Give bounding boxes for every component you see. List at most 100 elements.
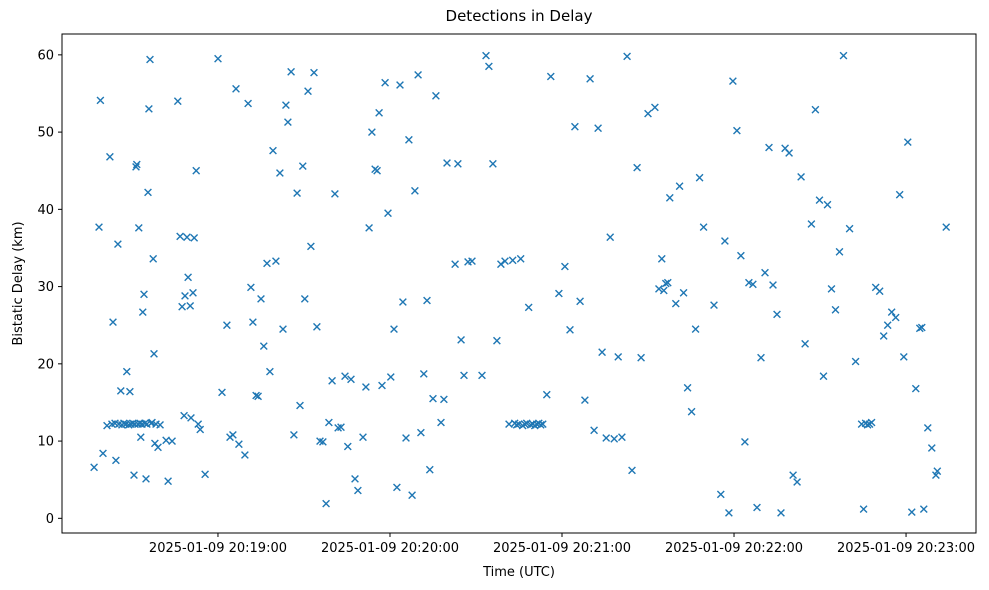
scatter-point	[122, 367, 131, 376]
plot-border	[61, 33, 977, 534]
scatter-point	[663, 278, 672, 287]
scatter-point	[313, 322, 321, 331]
scatter-point	[679, 288, 688, 297]
scatter-point	[173, 97, 182, 106]
scatter-point	[571, 122, 579, 131]
scatter-point	[721, 237, 729, 245]
scatter-point	[602, 434, 611, 442]
scatter-point	[417, 428, 425, 437]
scatter-point	[331, 190, 339, 198]
scatter-point	[661, 279, 670, 288]
scatter-point	[695, 173, 704, 182]
scatter-point	[140, 290, 148, 299]
scatter-point	[134, 224, 143, 232]
scatter-point	[214, 54, 222, 63]
scatter-point	[148, 418, 156, 427]
scatter-point	[699, 223, 708, 231]
scatter-point	[429, 394, 437, 403]
scatter-point	[319, 438, 327, 446]
scatter-point	[687, 407, 696, 416]
scatter-point	[725, 509, 733, 517]
scatter-point	[522, 419, 531, 428]
scatter-point	[201, 470, 209, 479]
scatter-point	[729, 77, 737, 85]
scatter-points	[90, 51, 951, 517]
scatter-point	[610, 434, 619, 443]
scatter-point	[777, 509, 785, 517]
scatter-point	[96, 96, 105, 105]
scatter-point	[716, 490, 725, 499]
scatter-point	[425, 465, 434, 474]
scatter-point	[145, 105, 153, 113]
scatter-point	[887, 308, 896, 316]
scatter-point	[103, 421, 111, 430]
scatter-point	[423, 296, 431, 305]
scatter-point	[156, 421, 164, 429]
x-tick-label: 2025-01-09 20:23:00	[837, 541, 975, 556]
scatter-point	[232, 84, 240, 93]
scatter-point	[141, 419, 149, 428]
scatter-point	[590, 426, 598, 435]
y-tick-label: 50	[37, 126, 54, 141]
scatter-point	[229, 431, 237, 439]
scatter-point	[628, 466, 636, 475]
scatter-point	[138, 308, 147, 316]
scatter-point	[637, 353, 645, 362]
scatter-point	[247, 283, 255, 292]
scatter-point	[393, 483, 401, 492]
scatter-point	[164, 477, 172, 486]
scatter-point	[797, 173, 805, 181]
scatter-point	[257, 295, 265, 303]
scatter-point	[168, 437, 176, 445]
scatter-point	[146, 55, 154, 64]
scatter-point	[192, 166, 201, 175]
scatter-point	[769, 281, 777, 289]
scatter-point	[375, 108, 383, 117]
scatter-point	[126, 387, 134, 396]
scatter-point	[132, 163, 140, 171]
scatter-point	[927, 444, 936, 452]
scatter-point	[432, 91, 440, 100]
scatter-point	[106, 152, 114, 161]
scatter-point	[144, 188, 152, 197]
scatter-point	[508, 256, 517, 265]
scatter-point	[675, 182, 684, 191]
scatter-point	[116, 387, 125, 395]
scatter-point	[845, 224, 854, 233]
scatter-point	[651, 103, 659, 112]
scatter-point	[337, 423, 345, 432]
scatter-point	[190, 234, 199, 242]
scatter-point	[879, 332, 888, 340]
scatter-point	[109, 318, 117, 326]
scatter-point	[440, 395, 448, 404]
scatter-point	[241, 451, 249, 459]
scatter-point	[863, 421, 872, 429]
scatter-point	[933, 467, 942, 476]
scatter-point	[276, 169, 284, 177]
scatter-point	[411, 186, 419, 195]
scatter-point	[365, 224, 373, 232]
scatter-point	[162, 436, 170, 445]
y-axis-label: Bistatic Delay (km)	[11, 221, 26, 345]
scatter-point	[614, 353, 623, 361]
scatter-point	[396, 81, 404, 89]
scatter-point	[907, 508, 916, 516]
scatter-point	[482, 51, 490, 60]
scatter-point	[793, 478, 801, 486]
scatter-point	[657, 254, 666, 263]
scatter-point	[835, 247, 844, 256]
scatter-point	[538, 420, 547, 428]
scatter-point	[917, 323, 926, 332]
scatter-point	[789, 471, 797, 479]
scatter-point	[623, 52, 631, 61]
scatter-point	[325, 418, 333, 427]
scatter-point	[891, 313, 900, 322]
scatter-point	[497, 260, 505, 269]
y-tick-label: 20	[37, 357, 54, 372]
scatter-point	[671, 299, 680, 308]
scatter-point	[923, 424, 932, 432]
scatter-point	[655, 285, 663, 293]
scatter-point	[761, 268, 769, 277]
